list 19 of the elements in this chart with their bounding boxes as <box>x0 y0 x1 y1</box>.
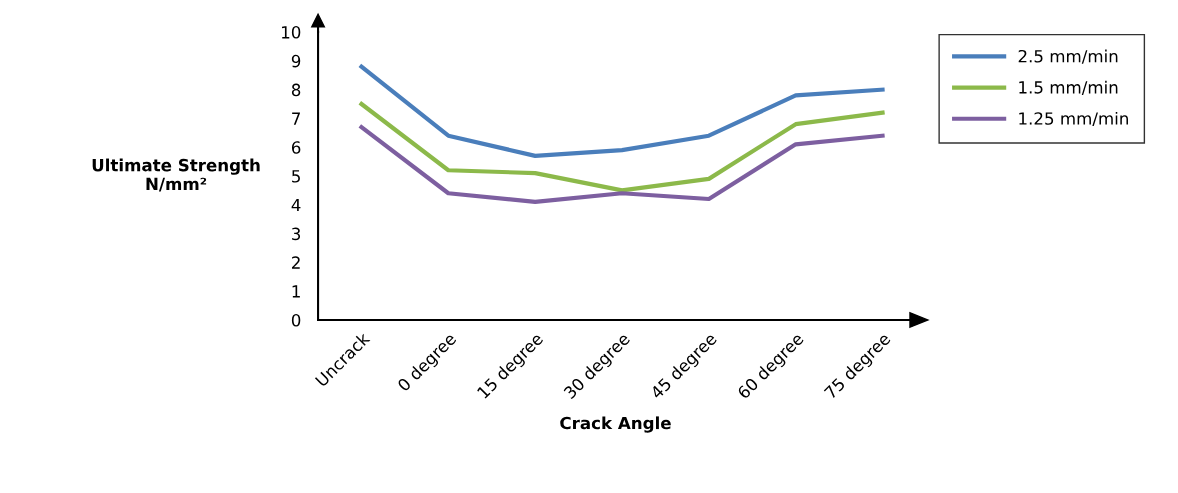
y-tick-label: 5 <box>292 170 300 183</box>
legend-label: 1.5 mm/min <box>1019 80 1118 95</box>
line-series <box>359 124 885 204</box>
legend-label: 1.25 mm/min <box>1019 111 1128 127</box>
y-tick-label: 2 <box>292 256 300 269</box>
x-axis-title: Crack Angle <box>560 416 671 433</box>
y-tick-label: 6 <box>291 141 301 154</box>
y-tick-label: 10 <box>282 26 301 39</box>
line-series <box>359 101 885 193</box>
y-tick-label: 0 <box>291 313 301 327</box>
y-tick-label: 4 <box>291 198 301 212</box>
y-tick-label: 8 <box>291 83 301 97</box>
y-axis-title: Ultimate Strength N/mm² <box>92 158 260 192</box>
line-series <box>359 64 885 158</box>
y-tick-label: 3 <box>292 227 301 241</box>
y-tick-label: 1 <box>292 285 300 298</box>
y-tick-label: 9 <box>291 54 301 68</box>
y-tick-label: 7 <box>292 112 300 125</box>
legend-label: 2.5 mm/min <box>1018 49 1118 64</box>
